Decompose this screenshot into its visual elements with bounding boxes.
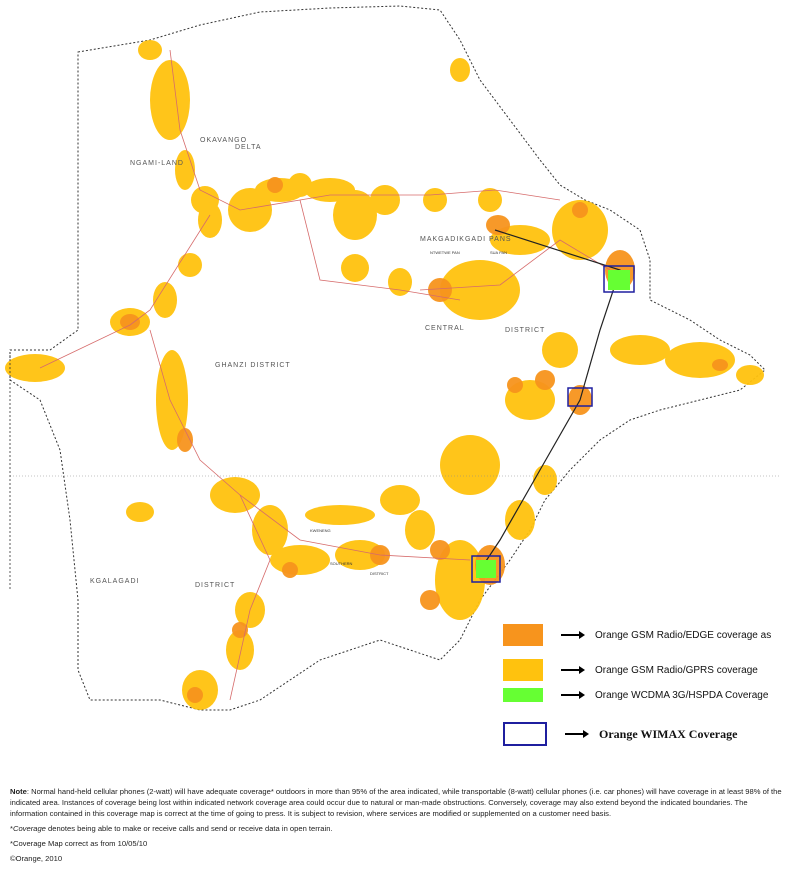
wcdma-area [608, 270, 630, 290]
coverage-area [156, 350, 188, 450]
legend-arrow [565, 729, 593, 739]
notes-section: Note: Normal hand-held cellular phones (… [10, 786, 785, 868]
coverage-area [232, 622, 248, 638]
legend-item-edge: Orange GSM Radio/EDGE coverage as [503, 624, 771, 646]
district-label-delta: DELTA [235, 144, 262, 151]
coverage-area [533, 465, 557, 495]
coverage-area [270, 545, 330, 575]
district-label-central: CENTRAL [425, 325, 465, 332]
coverage-area [450, 58, 470, 82]
coverage-area [178, 253, 202, 277]
coverage-area [126, 502, 154, 522]
coverage-area [552, 200, 608, 260]
legend-arrow [561, 690, 589, 700]
legend-label-wimax: Orange WIMAX Coverage [599, 726, 738, 741]
legend-swatch-edge [503, 624, 543, 646]
legend-label-edge: Orange GSM Radio/EDGE coverage as [595, 629, 772, 641]
coverage-area [535, 370, 555, 390]
coverage-area [153, 282, 177, 318]
legend-swatch-gprs [503, 659, 543, 681]
coverage-area [267, 177, 283, 193]
coverage-area [138, 40, 162, 60]
legend-item-wimax: Orange WIMAX Coverage [503, 722, 737, 746]
coverage-area [210, 477, 260, 513]
coverage-area [120, 314, 140, 330]
coverage-area [150, 60, 190, 140]
coverage-area [177, 428, 193, 452]
legend-arrow [561, 665, 589, 675]
coverage-area [305, 505, 375, 525]
coverage-area [440, 435, 500, 495]
coverage-area [665, 342, 735, 378]
legend-item-wcdma: Orange WCDMA 3G/HSPDA Coverage [503, 688, 768, 702]
roads-layer [39, 49, 611, 701]
wimax-area [471, 555, 501, 583]
coverage-area [736, 365, 764, 385]
legend-item-gprs: Orange GSM Radio/GPRS coverage [503, 659, 758, 681]
copyright: ©Orange, 2010 [10, 854, 63, 863]
coverage-area [542, 332, 578, 368]
coverage-area [335, 540, 385, 570]
coverage-area [380, 485, 420, 515]
coverage-def-text: denotes being able to make or receive ca… [45, 824, 333, 833]
coverage-area [198, 202, 222, 238]
coverage-def-word: Coverage [12, 824, 46, 833]
legend-swatch-wcdma [503, 688, 543, 702]
country-border [9, 5, 766, 711]
coverage-area [507, 377, 523, 393]
coverage-area [187, 687, 203, 703]
coverage-area [405, 510, 435, 550]
coverage-def-prefix: * [10, 824, 13, 833]
note-label: Note [10, 787, 27, 796]
note-text: : Normal hand-held cellular phones (2-wa… [10, 787, 782, 818]
district-label-ghanzi: GHANZI DISTRICT [215, 362, 291, 369]
coverage-area [5, 354, 65, 382]
coverage-area [333, 190, 377, 240]
district-label-kgalagadi-district: DISTRICT [195, 582, 235, 589]
wimax-area [603, 265, 635, 293]
wimax-area [567, 387, 593, 407]
coverage-area [610, 335, 670, 365]
legend-arrow [561, 630, 589, 640]
coverage-area [341, 254, 369, 282]
district-label-sua: SUA PAN [490, 250, 507, 255]
legend-label-wcdma: Orange WCDMA 3G/HSPDA Coverage [595, 689, 769, 701]
district-label-kweneng: KWENENG [310, 528, 331, 533]
coverage-area [712, 359, 728, 371]
coverage-area [505, 500, 535, 540]
coverage-area [228, 188, 272, 232]
district-label-ntwetwe: NTWETWE PAN [430, 250, 460, 255]
district-label-southern: SOUTHERN [330, 561, 353, 566]
coverage-area [440, 260, 520, 320]
coverage-area [175, 150, 195, 190]
coverage-area [478, 188, 502, 212]
coverage-area [226, 630, 254, 670]
coverage-date: *Coverage Map correct as from 10/05/10 [10, 839, 148, 848]
coverage-area [370, 185, 400, 215]
wcdma-area [476, 560, 496, 578]
coverage-area [288, 173, 312, 197]
district-label-makgadikgadi: MAKGADIKGADI PANS [420, 236, 512, 243]
gprs-coverage-layer [5, 40, 764, 710]
coverage-area [420, 590, 440, 610]
coverage-area [572, 202, 588, 218]
legend-swatch-wimax [503, 722, 547, 746]
coverage-area [423, 188, 447, 212]
district-label-ngamiland: NGAMI-LAND [130, 160, 184, 167]
coverage-definition: *Coverage denotes being able to make or … [10, 823, 785, 834]
coverage-area [252, 505, 288, 555]
district-label-central-district: DISTRICT [505, 327, 545, 334]
coverage-area [282, 562, 298, 578]
district-label-kgalagadi: KGALAGADI [90, 578, 139, 585]
note-paragraph: Note: Normal hand-held cellular phones (… [10, 786, 785, 819]
coverage-map: OKAVANGO DELTA NGAMI-LAND GHANZI DISTRIC… [5, 5, 780, 711]
legend-label-gprs: Orange GSM Radio/GPRS coverage [595, 664, 758, 676]
coverage-area [486, 215, 510, 235]
district-label-southern-district: DISTRICT [370, 571, 389, 576]
coverage-area [430, 540, 450, 560]
district-label-okavango: OKAVANGO [200, 137, 247, 144]
